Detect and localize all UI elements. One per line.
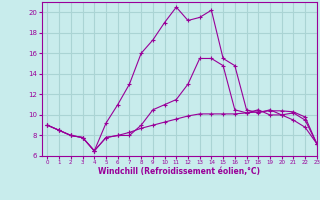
X-axis label: Windchill (Refroidissement éolien,°C): Windchill (Refroidissement éolien,°C): [98, 167, 260, 176]
